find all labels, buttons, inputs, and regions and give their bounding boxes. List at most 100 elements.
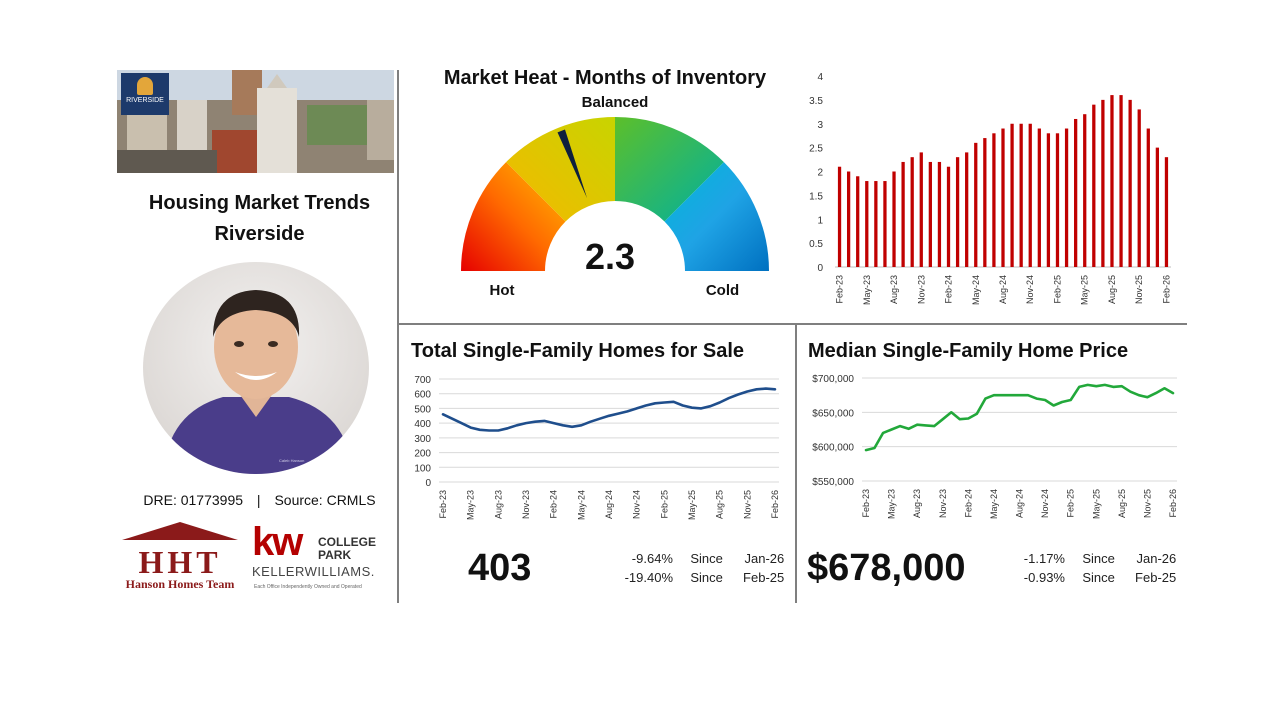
bar [837, 166, 842, 267]
bar-chart-x-tick-label: Nov-25 [1134, 275, 1144, 304]
bar [1128, 99, 1132, 267]
bar [1083, 114, 1087, 267]
divider-middle [795, 323, 797, 603]
change-since: Since [1082, 551, 1115, 566]
change-period: Jan-26 [1136, 551, 1177, 566]
agent-headshot: Caleb Hanson [143, 262, 369, 474]
y-tick-label: $550,000 [812, 477, 854, 488]
gauge [461, 117, 769, 271]
bar-chart-y-tick-label: 2.5 [809, 144, 823, 155]
price-panel-title: Median Single-Family Home Price [808, 340, 1129, 362]
bar [1046, 133, 1051, 267]
hht-team-name: Hanson Homes Team [125, 577, 235, 591]
hht-logo-letters: HHT [138, 544, 222, 580]
bar-chart-x-tick-label: Aug-25 [1107, 275, 1117, 304]
data-source: Source: CRMLS [274, 492, 376, 508]
x-tick-label: May-24 [989, 489, 999, 519]
bell-icon [137, 77, 153, 95]
bar [1037, 128, 1041, 267]
bar-chart-y-tick-label: 0.5 [809, 239, 823, 250]
bar [874, 181, 878, 267]
bar-chart-x-tick-label: Feb-23 [835, 275, 845, 304]
series-line [441, 387, 777, 432]
kw-logo: kw COLLEGE PARK KELLERWILLIAMS. Each Off… [252, 522, 392, 594]
x-tick-label: Feb-25 [1066, 489, 1076, 518]
y-tick-label: 600 [414, 390, 431, 401]
change-period: Jan-26 [744, 551, 785, 566]
bar [1110, 95, 1114, 267]
x-tick-label: Feb-24 [963, 489, 973, 518]
bar-chart-x-tick-label: Feb-24 [944, 275, 954, 304]
bar [1119, 95, 1123, 267]
kw-office-line2: PARK [318, 548, 352, 562]
y-tick-label: 400 [414, 419, 431, 430]
y-tick-label: 700 [414, 375, 431, 386]
bar [946, 166, 951, 267]
x-tick-label: Feb-24 [549, 490, 559, 519]
bar [965, 152, 969, 267]
hht-logo: HHT Hanson Homes Team [118, 520, 242, 592]
bar [974, 142, 978, 267]
change-pct: -9.64% [631, 551, 673, 566]
x-tick-label: Aug-25 [715, 490, 725, 519]
city-skyline-illustration [117, 70, 394, 173]
divider-horizontal [397, 323, 1187, 325]
y-tick-label: 300 [414, 434, 431, 445]
bar [1019, 123, 1023, 267]
x-tick-label: Nov-25 [742, 490, 752, 519]
x-tick-label: Aug-23 [912, 489, 922, 518]
bar-chart-y-tick-label: 4 [817, 72, 823, 83]
bar-chart-y-tick-label: 0 [817, 263, 823, 274]
x-tick-label: Nov-23 [521, 490, 531, 519]
city-badge-text: RIVERSIDE [126, 97, 164, 104]
x-tick-label: Nov-24 [632, 490, 642, 519]
gauge-needle [557, 129, 588, 199]
gauge-label-cold: Cold [705, 282, 740, 299]
bar-chart-x-tick-label: May-25 [1080, 275, 1090, 305]
bar [1155, 147, 1160, 267]
x-tick-label: May-25 [687, 490, 697, 520]
bar [846, 171, 851, 267]
sidebar-heading-line1: Housing Market Trends [148, 192, 371, 214]
homes-panel-title: Total Single-Family Homes for Sale [411, 340, 745, 362]
change-pct: -0.93% [1023, 570, 1065, 585]
bar [1055, 133, 1060, 267]
y-tick-label: 0 [425, 478, 431, 489]
y-tick-label: $650,000 [812, 408, 854, 419]
x-tick-label: Nov-25 [1142, 489, 1152, 518]
series-line [864, 383, 1175, 452]
sidebar-heading: Housing Market Trends Riverside [117, 188, 402, 250]
gauge-segment-cold [664, 162, 769, 271]
bar-chart-x-tick-label: Aug-24 [998, 275, 1008, 304]
change-since: Since [690, 570, 723, 585]
bar [910, 157, 914, 267]
kw-office-line1: COLLEGE [318, 535, 377, 549]
bar [856, 176, 860, 267]
homes-change-row-2: -19.40% Since Feb-25 [615, 570, 785, 585]
x-tick-label: Feb-26 [770, 490, 780, 519]
bar [928, 161, 932, 267]
y-tick-label: $600,000 [812, 443, 854, 454]
gauge-title: Market Heat - Months of Inventory [443, 67, 767, 89]
price-change-row-1: -1.17% Since Jan-26 [1010, 551, 1176, 566]
bar-chart-y-tick-label: 1 [817, 215, 823, 226]
y-tick-label: 200 [414, 449, 431, 460]
x-tick-label: Feb-26 [1168, 489, 1178, 518]
gauge-label-balanced: Balanced [581, 94, 649, 111]
median-price-line-chart: $550,000 $600,000 $650,000 $700,000 Feb-23 Ma… [812, 374, 1178, 519]
city-badge: RIVERSIDE [121, 73, 169, 115]
bar-chart-x-tick-label: Feb-26 [1161, 275, 1171, 304]
gauge-segment-hot [461, 162, 566, 271]
bar [1064, 128, 1069, 267]
x-tick-label: May-23 [466, 490, 476, 520]
dre-number: DRE: 01773995 [143, 492, 244, 508]
y-tick-label: $700,000 [812, 374, 854, 385]
separator: | [256, 492, 261, 508]
x-tick-label: May-25 [1091, 489, 1101, 519]
bar [865, 181, 869, 267]
price-change-row-2: -0.93% Since Feb-25 [1010, 570, 1176, 585]
change-since: Since [690, 551, 723, 566]
x-tick-label: May-23 [887, 489, 897, 519]
bar [892, 171, 896, 267]
bar [1137, 109, 1141, 267]
